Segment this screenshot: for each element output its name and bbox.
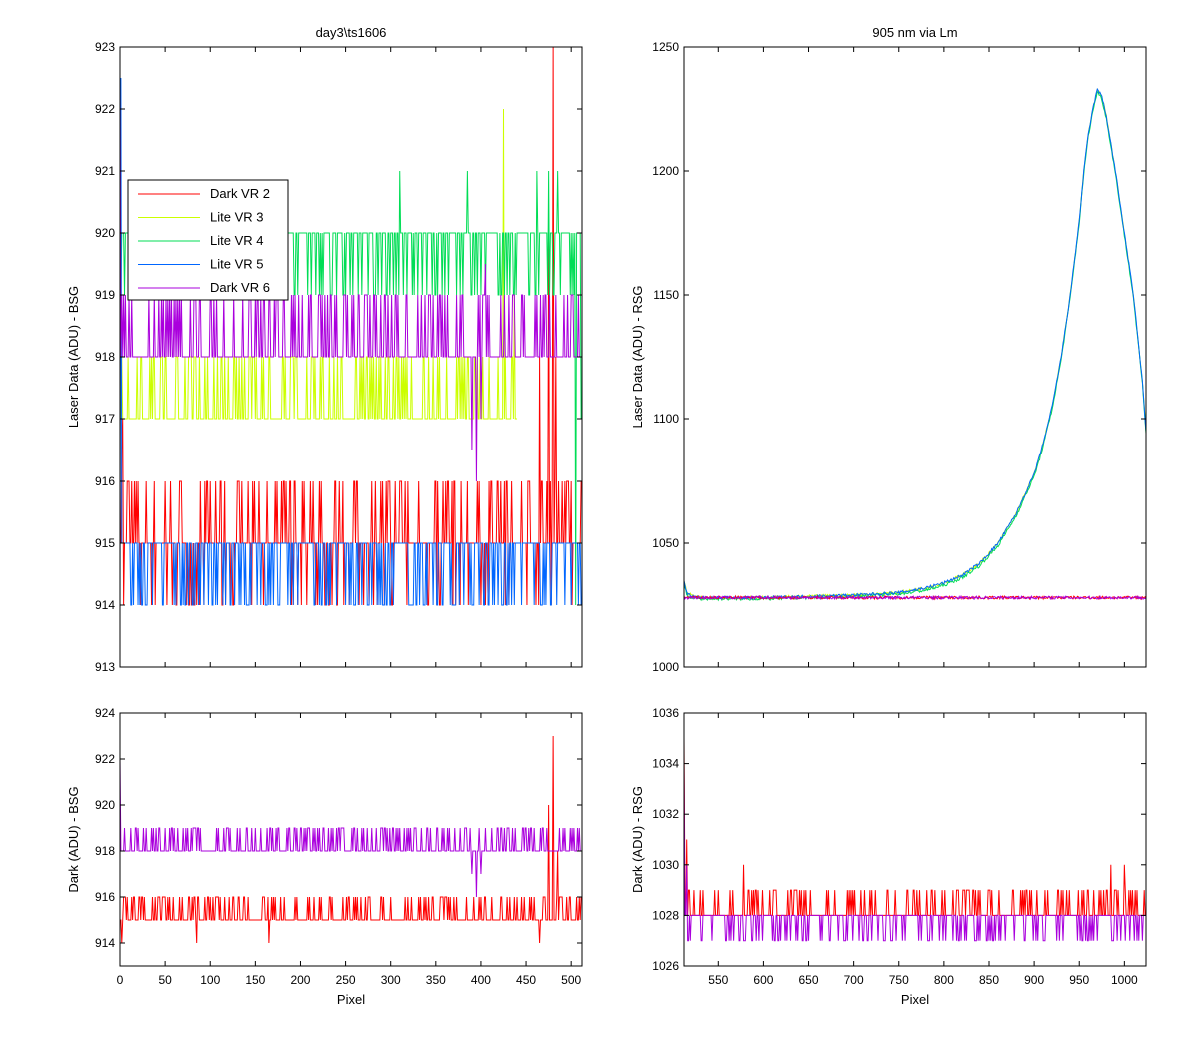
- series-group: [684, 87, 1146, 602]
- y-tick-label: 917: [95, 412, 115, 426]
- y-tick-label: 920: [95, 798, 115, 812]
- y-tick-label: 1036: [652, 706, 679, 720]
- series-group: [120, 735, 582, 944]
- x-axis-label: Pixel: [901, 992, 929, 1007]
- legend-label: Dark VR 6: [210, 280, 270, 295]
- y-tick-label: 1150: [653, 288, 679, 302]
- series-line-dark-vr-2: [684, 594, 1146, 601]
- x-tick-label: 1000: [1111, 973, 1138, 987]
- x-tick-label: 450: [516, 973, 536, 987]
- y-tick-label: 924: [95, 706, 115, 720]
- y-axis-label: Dark (ADU) - RSG: [630, 786, 645, 893]
- y-tick-label: 921: [95, 164, 115, 178]
- y-tick-label: 1030: [652, 858, 679, 872]
- y-tick-label: 923: [95, 40, 115, 54]
- y-tick-label: 914: [95, 598, 115, 612]
- x-tick-label: 650: [799, 973, 819, 987]
- x-tick-label: 750: [889, 973, 909, 987]
- subplot-top-right: 1000 1050 1100 1150 1200 1250 905 nm via Lm Las…: [630, 25, 1147, 674]
- series-line-dark-vr-6: [684, 763, 1146, 942]
- y-tick-label: 1032: [652, 807, 679, 821]
- series-group: [684, 738, 1146, 942]
- y-tick-label: 915: [95, 536, 115, 550]
- series-line-dark-vr-6: [120, 758, 582, 898]
- y-tick-label: 1200: [652, 164, 679, 178]
- x-tick-label: 300: [381, 973, 401, 987]
- y-tick-label: 913: [95, 660, 115, 674]
- x-tick-label: 550: [708, 973, 728, 987]
- x-tick-label: 400: [471, 973, 491, 987]
- plot-title: day3\ts1606: [316, 25, 387, 40]
- series-line-dark-vr-6: [684, 594, 1146, 601]
- y-axis-label: Laser Data (ADU) - RSG: [630, 285, 645, 428]
- x-tick-label: 100: [200, 973, 220, 987]
- y-axis-label: Laser Data (ADU) - BSG: [66, 286, 81, 428]
- series-line-dark-vr-6: [120, 77, 582, 482]
- x-tick-label: 250: [336, 973, 356, 987]
- x-tick-label: 150: [245, 973, 265, 987]
- y-tick-label: 914: [95, 936, 115, 950]
- y-tick-label: 922: [95, 102, 115, 116]
- x-tick-label: 500: [561, 973, 581, 987]
- x-tick-label: 950: [1069, 973, 1089, 987]
- x-tick-label: 600: [753, 973, 773, 987]
- y-tick-label: 1028: [652, 908, 679, 922]
- subplot-top-left: 913 914 915 916 917 918 919 920 921 922 923 day3\ts…: [66, 25, 583, 674]
- y-tick-label: 1250: [652, 40, 679, 54]
- y-tick-label: 1000: [652, 660, 679, 674]
- series-line-dark-vr-2: [120, 735, 582, 944]
- legend-label: Lite VR 4: [210, 233, 263, 248]
- series-line-lite-vr-5: [120, 77, 582, 606]
- legend-box: [127, 179, 289, 301]
- x-tick-label: 700: [844, 973, 864, 987]
- y-tick-label: 920: [95, 226, 115, 240]
- x-tick-label: 50: [158, 973, 172, 987]
- x-tick-label: 800: [934, 973, 954, 987]
- legend: Dark VR 2 Lite VR 3 Lite VR 4 Lite VR 5 Dark…: [127, 179, 289, 301]
- y-axis-label: Dark (ADU) - BSG: [66, 786, 81, 892]
- axes-box: [683, 712, 1147, 967]
- y-tick-label: 918: [95, 844, 115, 858]
- y-tick-label: 922: [95, 752, 115, 766]
- plot-title: 905 nm via Lm: [872, 25, 957, 40]
- x-tick-label: 850: [979, 973, 999, 987]
- subplot-bottom-left: 0 50 100 150 200 250 300 350 400 450 500 914 916 918 9…: [66, 706, 583, 1007]
- y-tick-label: 1034: [652, 757, 679, 771]
- axes-box: [119, 712, 583, 967]
- x-tick-label: 0: [117, 973, 124, 987]
- x-tick-label: 200: [290, 973, 310, 987]
- y-tick-label: 1100: [653, 412, 679, 426]
- y-tick-label: 916: [95, 474, 115, 488]
- legend-label: Lite VR 5: [210, 257, 263, 272]
- series-line-lite-vr-3: [120, 108, 518, 420]
- y-tick-label: 918: [95, 350, 115, 364]
- x-tick-label: 350: [426, 973, 446, 987]
- y-tick-label: 1026: [652, 959, 679, 973]
- subplot-bottom-right: 550 600 650 700 750 800 850 900 950 1000 1026 1028 1…: [630, 706, 1147, 1007]
- legend-label: Dark VR 2: [210, 186, 270, 201]
- plot-area: [684, 713, 1146, 966]
- axes-box: [683, 46, 1147, 668]
- y-tick-label: 916: [95, 890, 115, 904]
- y-tick-label: 919: [95, 288, 115, 302]
- plot-area: [684, 47, 1146, 667]
- legend-label: Lite VR 3: [210, 210, 263, 225]
- x-tick-label: 900: [1024, 973, 1044, 987]
- y-tick-label: 1050: [652, 536, 679, 550]
- x-axis-label: Pixel: [337, 992, 365, 1007]
